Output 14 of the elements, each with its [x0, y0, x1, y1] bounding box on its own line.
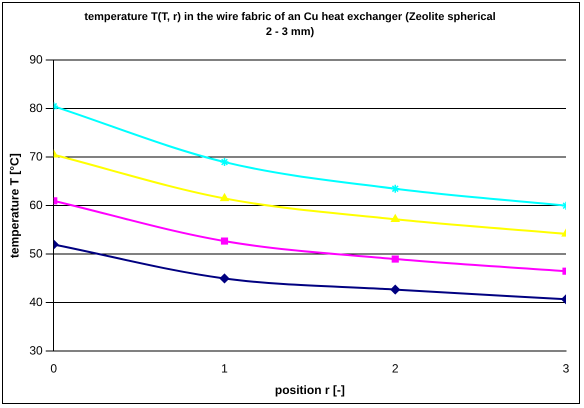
x-tick-label: 1 — [221, 362, 228, 376]
y-tick-label: 90 — [29, 52, 44, 67]
y-tick-label: 80 — [29, 101, 44, 116]
y-tick-label: 40 — [29, 295, 44, 310]
y-tick-label: 60 — [29, 198, 44, 212]
x-tick-label: 3 — [562, 362, 570, 376]
y-tick-label: 50 — [29, 246, 44, 261]
x-tick-label: 2 — [392, 362, 399, 376]
y-axis-title: temperature T [°C] — [8, 153, 22, 258]
y-tick-label: 70 — [29, 150, 44, 164]
x-tick-label: 0 — [50, 362, 58, 376]
x-axis-title: position r [-] — [274, 383, 345, 398]
chart-title: temperature T(T, r) in the wire fabric of an Cu heat exchanger (Zeolite spherical 2 - 3 mm) — [83, 10, 497, 40]
y-tick-label: 30 — [29, 344, 44, 358]
